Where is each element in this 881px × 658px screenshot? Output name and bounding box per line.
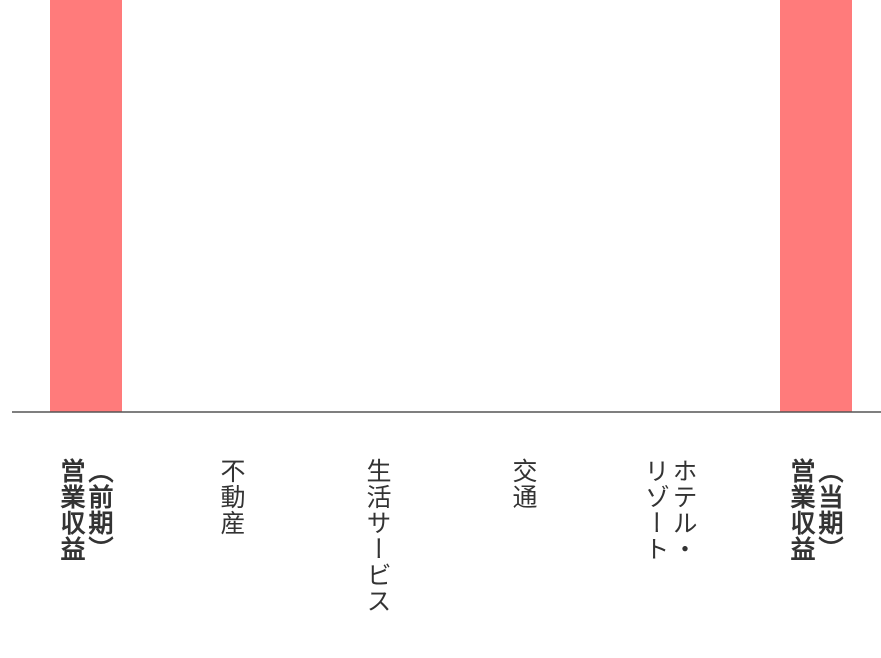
category-label-line: （前期） [85,458,114,562]
category-label-line: 生活サービス [363,458,392,614]
total-bar-0 [50,0,122,412]
category-label-line: リゾート [641,458,670,562]
category-label-line: 交通 [509,458,538,510]
total-bar-5 [780,0,852,412]
category-label-line: ホテル・ [669,458,698,562]
category-label-line: 営業収益 [57,458,86,562]
category-label-0: （前期） 営業収益 [57,458,114,562]
category-label-5: （当期） 営業収益 [787,458,844,562]
category-label-line: 不動産 [217,458,246,536]
category-label-3: 交通 [509,458,538,510]
category-label-line: 営業収益 [787,458,816,562]
category-label-2: 生活サービス [363,458,392,614]
category-label-line: （当期） [815,458,844,562]
category-label-1: 不動産 [217,458,246,536]
category-label-4: ホテル・ リゾート [641,458,698,562]
